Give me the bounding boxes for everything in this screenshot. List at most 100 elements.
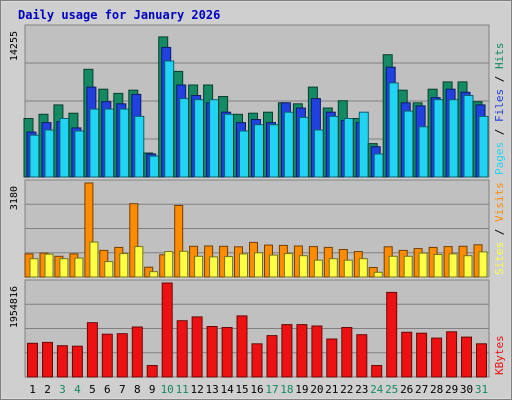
bar-kbytes-kbytes-day-26 xyxy=(401,331,413,378)
x-tick-label: 26 xyxy=(400,383,413,396)
bar-hits-pages-day-21 xyxy=(328,115,339,178)
x-tick-label: 22 xyxy=(340,383,353,396)
x-tick-label: 10 xyxy=(161,383,174,396)
bar-visits-sites-day-31 xyxy=(478,251,488,278)
x-tick-label: 29 xyxy=(445,383,458,396)
bar-kbytes-kbytes-day-8 xyxy=(131,326,143,378)
bar-hits-pages-day-20 xyxy=(313,129,324,178)
x-tick-label: 3 xyxy=(59,383,66,396)
x-tick-label: 18 xyxy=(280,383,293,396)
bar-hits-pages-day-13 xyxy=(209,99,220,178)
panel-hits-legend: Pages / Files / Hits xyxy=(493,43,506,176)
bar-hits-pages-day-8 xyxy=(134,115,145,178)
bar-kbytes-kbytes-day-7 xyxy=(116,333,128,378)
bar-hits-pages-day-7 xyxy=(119,108,130,178)
x-tick-label: 14 xyxy=(220,383,234,396)
x-tick-label: 5 xyxy=(89,383,96,396)
bar-kbytes-kbytes-day-4 xyxy=(71,345,83,378)
bar-kbytes-kbytes-day-2 xyxy=(42,341,53,378)
bar-kbytes-kbytes-day-18 xyxy=(281,324,293,378)
legend-separator: / xyxy=(493,222,506,242)
bar-hits-pages-day-4 xyxy=(74,130,85,178)
bar-kbytes-kbytes-day-6 xyxy=(101,333,113,378)
bar-kbytes-kbytes-day-28 xyxy=(431,337,443,378)
bar-kbytes-kbytes-day-31 xyxy=(476,343,487,378)
bar-hits-pages-day-31 xyxy=(478,115,489,178)
bar-visits-sites-day-21 xyxy=(328,258,338,278)
chart-title: Daily usage for January 2026 xyxy=(18,8,220,22)
bar-kbytes-kbytes-day-23 xyxy=(356,334,368,378)
bar-hits-pages-day-26 xyxy=(403,110,414,178)
bar-visits-sites-day-6 xyxy=(104,261,114,278)
bar-hits-pages-day-24 xyxy=(373,153,384,178)
legend-kbytes: KBytes xyxy=(493,335,506,375)
bar-hits-pages-day-3 xyxy=(59,118,70,178)
bar-hits-pages-day-18 xyxy=(283,111,294,178)
bar-visits-sites-day-4 xyxy=(74,257,84,278)
panels: 14255 Pages / Files / Hits 3180 Sites / Vis… xyxy=(9,24,506,378)
panel-hits-max-label: 14255 xyxy=(9,31,20,61)
x-tick-label: 20 xyxy=(310,383,323,396)
legend-sites: Sites xyxy=(493,242,506,275)
bar-visits-sites-day-11 xyxy=(179,250,189,278)
bar-visits-sites-day-30 xyxy=(463,255,473,278)
bar-hits-pages-day-12 xyxy=(194,99,205,178)
bar-kbytes-kbytes-day-12 xyxy=(191,316,203,378)
legend-separator: / xyxy=(493,122,506,142)
bar-visits-sites-day-28 xyxy=(433,254,443,278)
bar-hits-pages-day-17 xyxy=(269,124,279,178)
x-tick-label: 9 xyxy=(149,383,156,396)
x-tick-label: 15 xyxy=(235,383,248,396)
bar-hits-pages-day-6 xyxy=(104,108,115,178)
legend-hits: Hits xyxy=(493,43,506,70)
legend-files: Files xyxy=(493,89,506,122)
bar-visits-sites-day-7 xyxy=(119,253,129,278)
panel-kbytes-max-label: 1954816 xyxy=(9,286,20,328)
bar-kbytes-kbytes-day-10 xyxy=(161,282,173,378)
bar-visits-sites-day-15 xyxy=(239,253,248,278)
panel-visits-legend: Sites / Visits xyxy=(493,182,506,275)
x-tick-label: 11 xyxy=(176,383,189,396)
bar-kbytes-kbytes-day-20 xyxy=(311,325,323,378)
bar-kbytes-kbytes-day-14 xyxy=(221,327,233,378)
bar-hits-pages-day-9 xyxy=(149,155,160,178)
bar-hits-pages-day-22 xyxy=(343,118,354,178)
panel-hits: 14255 Pages / Files / Hits xyxy=(9,24,506,178)
bar-hits-pages-day-27 xyxy=(418,126,429,178)
bar-hits-pages-day-16 xyxy=(254,124,264,178)
panel-visits: 3180 Sites / Visits xyxy=(9,179,506,278)
bar-visits-sites-day-24 xyxy=(373,271,383,278)
bar-visits-sites-day-20 xyxy=(313,259,323,278)
bar-visits-sites-day-2 xyxy=(44,253,54,278)
bar-kbytes-kbytes-day-16 xyxy=(251,343,263,378)
bar-hits-pages-day-30 xyxy=(463,95,474,178)
bar-hits-pages-day-29 xyxy=(448,99,459,178)
bar-kbytes-kbytes-day-5 xyxy=(86,322,98,378)
panel-kbytes: 1954816 KBytes xyxy=(9,279,506,378)
legend-separator: / xyxy=(493,69,506,89)
x-tick-label: 31 xyxy=(475,383,488,396)
bar-kbytes-kbytes-day-15 xyxy=(236,315,248,378)
x-tick-label: 27 xyxy=(415,383,428,396)
x-tick-label: 13 xyxy=(205,383,218,396)
bar-visits-sites-day-23 xyxy=(358,258,368,278)
bar-hits-pages-day-1 xyxy=(29,134,40,178)
legend-pages: Pages xyxy=(493,142,506,175)
x-tick-label: 30 xyxy=(460,383,473,396)
bar-kbytes-kbytes-day-21 xyxy=(326,338,338,378)
bar-kbytes-kbytes-day-1 xyxy=(27,342,38,378)
x-tick-label: 2 xyxy=(44,383,51,396)
bar-visits-sites-day-25 xyxy=(388,255,398,278)
bar-hits-pages-day-11 xyxy=(179,98,190,178)
bar-visits-sites-day-5 xyxy=(89,241,99,278)
bar-kbytes-kbytes-day-9 xyxy=(146,365,158,378)
bar-visits-sites-day-26 xyxy=(403,255,413,278)
x-tick-label: 23 xyxy=(355,383,368,396)
bar-visits-visits-day-8 xyxy=(129,203,139,278)
bar-kbytes-kbytes-day-11 xyxy=(176,320,188,378)
bar-visits-sites-day-27 xyxy=(418,252,428,278)
bar-visits-sites-day-29 xyxy=(448,253,458,278)
bar-hits-pages-day-25 xyxy=(388,82,399,178)
bar-hits-pages-day-23 xyxy=(358,111,369,178)
